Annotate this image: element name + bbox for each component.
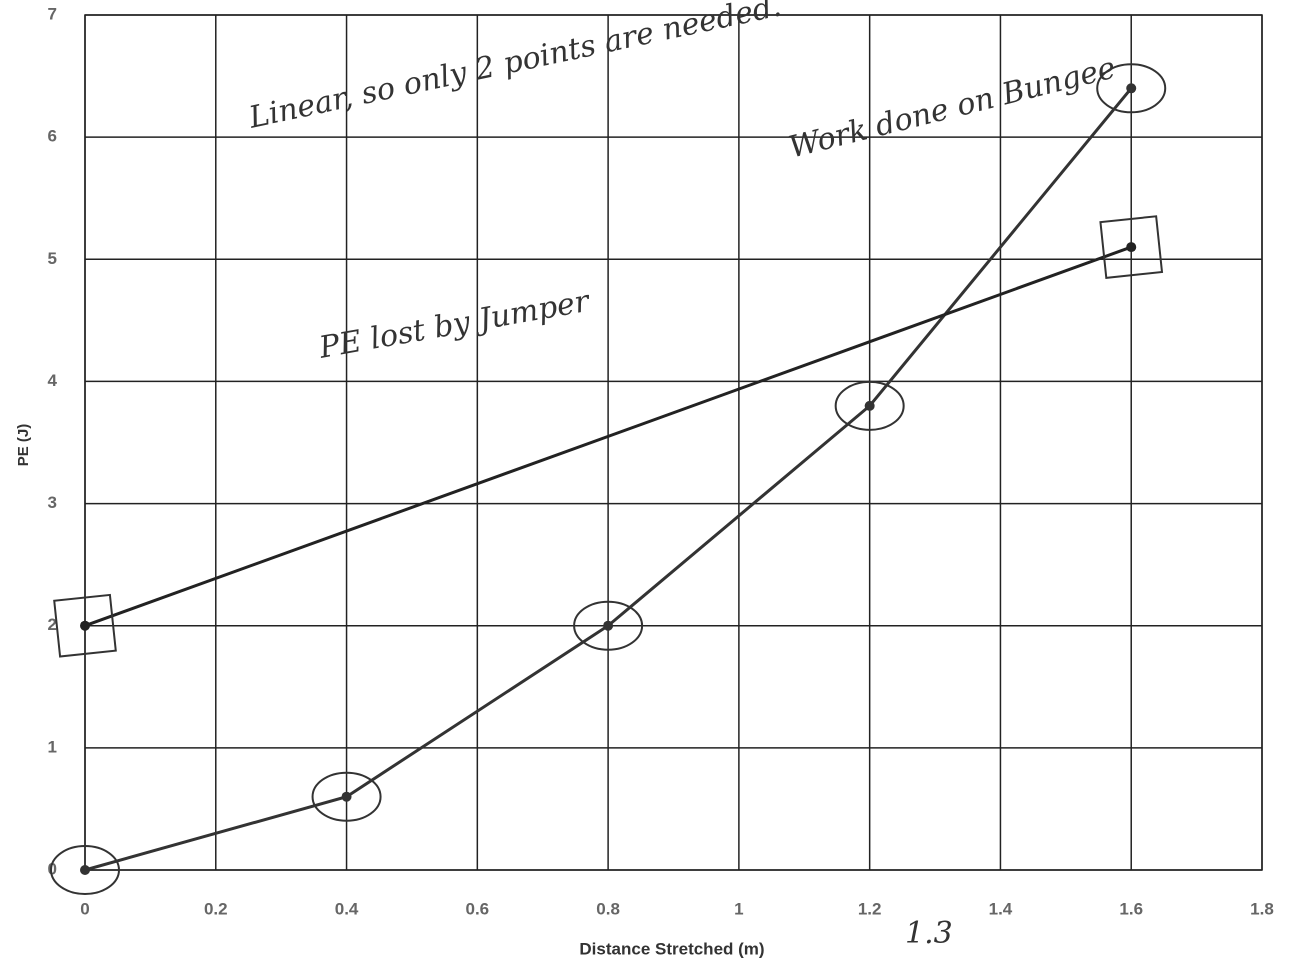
data-point bbox=[342, 792, 352, 802]
y-tick-label: 4 bbox=[48, 371, 58, 390]
data-point bbox=[80, 621, 90, 631]
y-tick-label: 6 bbox=[48, 127, 57, 146]
x-tick-label: 0.6 bbox=[466, 899, 490, 918]
x-tick-label: 0.4 bbox=[335, 899, 359, 918]
annotation: 1.3 bbox=[905, 916, 953, 951]
x-tick-label: 1.6 bbox=[1119, 899, 1143, 918]
y-axis-label: PE (J) bbox=[15, 424, 32, 467]
data-point bbox=[865, 401, 875, 411]
x-tick-label: 0.2 bbox=[204, 899, 228, 918]
x-tick-label: 1.4 bbox=[989, 899, 1013, 918]
x-axis-label: Distance Stretched (m) bbox=[579, 939, 764, 958]
y-tick-label: 7 bbox=[48, 4, 57, 23]
data-point bbox=[80, 865, 90, 875]
x-tick-label: 1.8 bbox=[1250, 899, 1274, 918]
y-tick-label: 1 bbox=[48, 737, 57, 756]
data-point bbox=[1126, 242, 1136, 252]
y-tick-label: 3 bbox=[48, 493, 57, 512]
x-tick-label: 1 bbox=[734, 899, 743, 918]
x-tick-label: 0.8 bbox=[596, 899, 620, 918]
data-point bbox=[1126, 83, 1136, 93]
y-tick-label: 5 bbox=[48, 249, 57, 268]
x-tick-label: 1.2 bbox=[858, 899, 882, 918]
chart: Distance Stretched (m) PE (J) 0123456700… bbox=[0, 0, 1293, 963]
x-tick-label: 0 bbox=[80, 899, 89, 918]
data-point bbox=[603, 621, 613, 631]
